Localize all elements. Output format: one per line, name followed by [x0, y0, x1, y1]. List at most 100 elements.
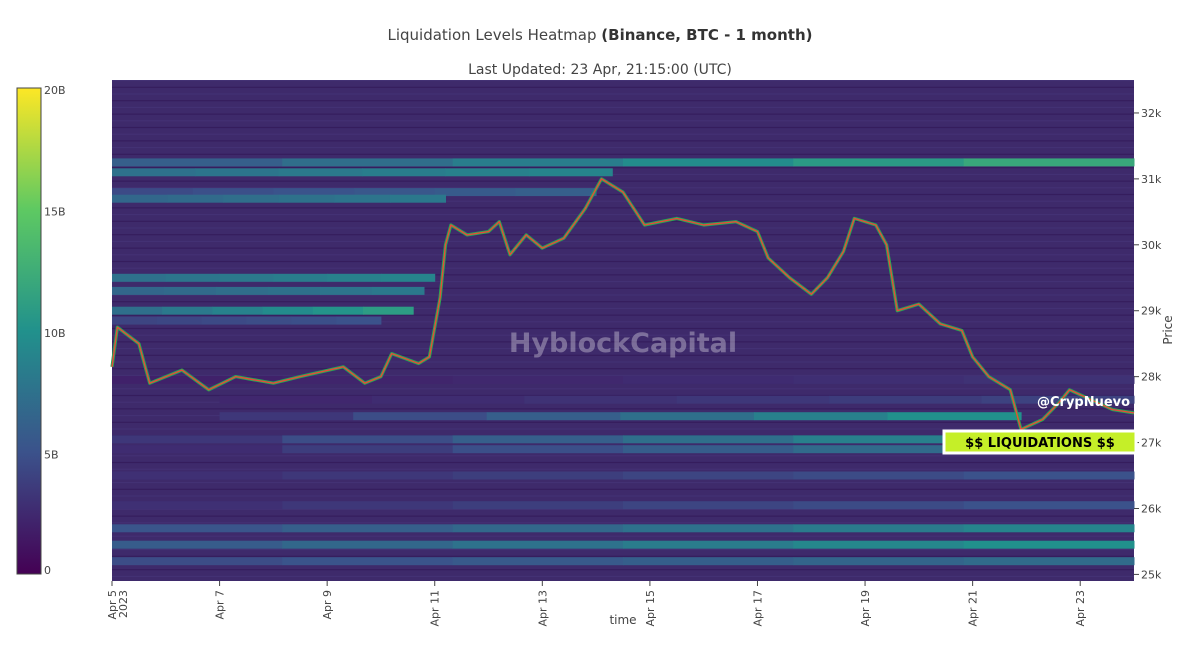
liquidation-band — [963, 471, 1135, 480]
heatmap-row-line — [112, 374, 1134, 376]
y-tick-label: 29k — [1141, 305, 1162, 318]
colorbar-gradient — [16, 87, 42, 575]
x-tick-label: Apr 7 — [214, 590, 227, 620]
x-tick-label: Apr 23 — [1074, 590, 1087, 627]
liquidation-band — [753, 412, 888, 421]
liquidation-band — [112, 306, 163, 315]
liquidation-band — [112, 524, 283, 533]
liquidation-band — [282, 445, 454, 454]
heatmap-row-line — [112, 100, 1134, 102]
liquidation-band — [112, 188, 194, 197]
liquidation-band — [372, 395, 525, 404]
heatmap-row-line — [112, 274, 1134, 276]
heatmap-row-line — [112, 287, 1134, 289]
liquidation-band — [219, 395, 373, 404]
liquidation-band — [372, 286, 425, 295]
colorbar: 0 5B 10B 15B 20B — [16, 84, 66, 577]
heatmap-row-line — [112, 428, 1134, 430]
liquidation-band — [623, 501, 794, 510]
liquidation-band — [112, 286, 165, 295]
liquidation-band — [963, 557, 1135, 566]
liquidation-band — [793, 471, 965, 480]
heatmap-row-line — [112, 267, 1134, 269]
liquidation-band — [452, 375, 624, 384]
heatmap-row-line — [112, 508, 1134, 510]
x-tick-label: Apr 5 — [106, 590, 119, 620]
liquidation-band — [963, 158, 1135, 167]
liquidation-band — [363, 306, 414, 315]
liquidation-band — [268, 286, 321, 295]
x-tick-label: Apr 17 — [751, 590, 764, 627]
heatmap-row-line — [112, 368, 1134, 370]
liquidation-band — [112, 273, 167, 282]
heatmap-row-line — [112, 227, 1134, 229]
heatmap-row-line — [112, 260, 1134, 263]
heatmap-row-line — [112, 314, 1134, 316]
y-axis-title: Price — [1161, 315, 1175, 344]
y-tick-label: 31k — [1141, 173, 1162, 186]
liquidation-band — [273, 188, 355, 197]
liquidation-band — [981, 395, 1135, 404]
liquidation-band — [246, 316, 292, 325]
callout-box — [942, 429, 1138, 455]
liquidation-band — [793, 445, 965, 454]
liquidation-band — [528, 168, 613, 177]
liquidation-band — [452, 524, 624, 533]
liquidation-band — [282, 435, 454, 444]
liquidation-band — [282, 557, 454, 566]
liquidation-band — [887, 412, 1022, 421]
chart-title: Liquidation Levels Heatmap (Binance, BTC… — [0, 26, 1200, 44]
liquidation-band — [165, 273, 221, 282]
handle-label: @CrypNuevo — [1037, 395, 1130, 410]
liquidation-band — [282, 524, 454, 533]
liquidation-band — [452, 540, 624, 549]
heatmap-row-line — [112, 535, 1134, 537]
x-tick-label: Apr 13 — [536, 590, 549, 627]
liquidation-band — [262, 306, 314, 315]
liquidation-band — [201, 316, 247, 325]
liquidation-band — [112, 445, 283, 454]
liquidation-band — [793, 557, 965, 566]
heatmap-row-line — [112, 113, 1134, 115]
liquidation-band — [963, 501, 1135, 510]
heatmap-row-line — [112, 354, 1134, 356]
heatmap-row-line — [112, 281, 1134, 283]
liquidation-band — [452, 158, 624, 167]
heatmap-row-line — [112, 348, 1134, 350]
heatmap-row-line — [112, 327, 1134, 330]
liquidation-band — [793, 501, 965, 510]
heatmap-row-line — [112, 80, 1134, 82]
heatmap-row-line — [112, 495, 1134, 497]
liquidation-band — [282, 540, 454, 549]
heatmap-row-line — [112, 522, 1134, 524]
liquidation-band — [278, 168, 363, 177]
liquidation-band — [452, 557, 624, 566]
x-tick-label: Apr 9 — [321, 590, 334, 620]
liquidation-band — [219, 273, 274, 282]
heatmap-row-line — [112, 455, 1134, 457]
callout-label: $$ LIQUIDATIONS $$ — [965, 436, 1115, 451]
liquidation-band — [362, 168, 446, 177]
colorbar-tick-label: 15B — [44, 206, 66, 219]
liquidation-band — [623, 375, 794, 384]
liquidation-band — [282, 501, 454, 510]
liquidation-band — [164, 286, 217, 295]
y-tick-label: 28k — [1141, 371, 1162, 384]
liquidation-band — [793, 375, 965, 384]
liquidation-band — [112, 158, 283, 167]
heatmap-row-line — [112, 106, 1134, 108]
heatmap-row-line — [112, 488, 1134, 490]
liquidation-band — [623, 471, 794, 480]
liquidation-band — [353, 412, 488, 421]
y-tick-label: 27k — [1141, 437, 1162, 450]
heatmap-row-line — [112, 394, 1134, 397]
x-tick-label: Apr 15 — [644, 590, 657, 627]
liquidation-band — [623, 435, 794, 444]
liquidation-band — [162, 306, 213, 315]
chart-title-bold: (Binance, BTC - 1 month) — [601, 26, 813, 44]
liquidation-band — [445, 168, 530, 177]
heatmap-row-line — [112, 200, 1134, 202]
heatmap-row-line — [112, 234, 1134, 236]
heatmap-row-line — [112, 86, 1134, 88]
x-tick-label: Apr 19 — [859, 590, 872, 627]
